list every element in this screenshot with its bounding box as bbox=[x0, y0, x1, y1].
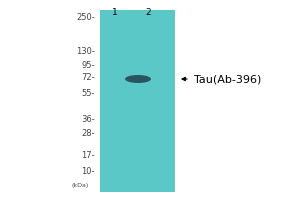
Text: 1: 1 bbox=[112, 8, 118, 17]
Text: 28-: 28- bbox=[81, 129, 95, 138]
Text: 55-: 55- bbox=[82, 90, 95, 98]
Text: 17-: 17- bbox=[81, 150, 95, 160]
Text: 36-: 36- bbox=[81, 116, 95, 124]
Text: 95-: 95- bbox=[82, 60, 95, 70]
Text: 10-: 10- bbox=[82, 168, 95, 176]
Text: (kDa): (kDa) bbox=[72, 182, 89, 188]
Text: 130-: 130- bbox=[76, 47, 95, 56]
Ellipse shape bbox=[125, 75, 151, 83]
Text: 2: 2 bbox=[145, 8, 151, 17]
Bar bbox=[100, 10, 175, 192]
Text: Tau(Ab-396): Tau(Ab-396) bbox=[194, 74, 261, 84]
Text: 250-: 250- bbox=[76, 14, 95, 22]
Text: 72-: 72- bbox=[81, 73, 95, 82]
